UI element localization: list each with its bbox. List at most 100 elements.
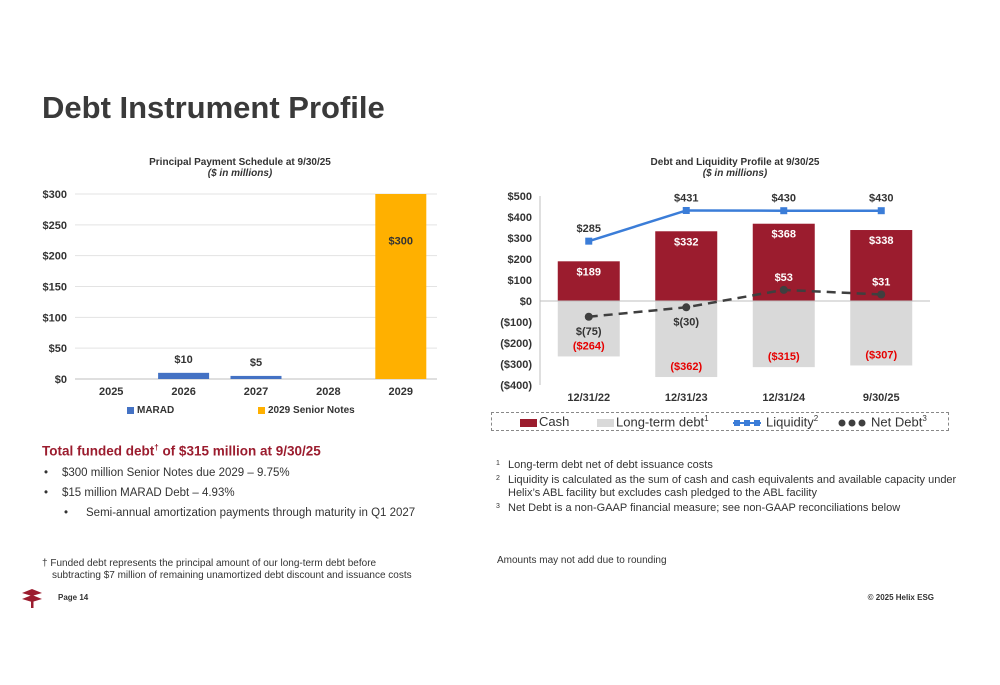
funded-debt-summary: Total funded debt† of $315 million at 9/… bbox=[42, 443, 462, 527]
cash-data-label: $338 bbox=[869, 235, 893, 247]
liquidity-point bbox=[585, 237, 593, 245]
principal-y-tick-label: $50 bbox=[49, 343, 67, 355]
long-term-debt-bar bbox=[557, 301, 620, 357]
long-term-debt-data-label: ($307) bbox=[865, 349, 897, 361]
liquidity-line-icon bbox=[733, 419, 761, 426]
sub-bullet-amortization: Semi-annual amortization payments throug… bbox=[42, 507, 462, 519]
cash-data-label: $189 bbox=[577, 266, 601, 278]
footnote-2: 2 Liquidity is calculated as the sum of … bbox=[496, 474, 966, 500]
principal-bar-marad bbox=[230, 375, 282, 379]
principal-y-tick-label: $0 bbox=[55, 374, 67, 386]
principal-y-tick-label: $100 bbox=[43, 312, 67, 324]
long-term-debt-data-label: ($362) bbox=[670, 361, 702, 373]
principal-y-tick-label: $250 bbox=[43, 220, 67, 232]
liquidity-chart-title-text: Debt and Liquidity Profile at 9/30/25 bbox=[650, 157, 820, 168]
principal-x-tick-label: 2025 bbox=[99, 386, 123, 398]
legend-label-cash: Cash bbox=[539, 414, 570, 429]
net-debt-data-label: $(30) bbox=[673, 316, 699, 328]
footnote-1-text: Long-term debt net of debt issuance cost… bbox=[508, 459, 713, 471]
funded-debt-heading-mark: † bbox=[154, 443, 159, 452]
legend-item-marad: MARAD bbox=[127, 405, 174, 416]
legend-label-long-term-debt: Long-term debt bbox=[616, 414, 705, 430]
footnote-3-number: 3 bbox=[496, 503, 500, 510]
principal-x-tick-label: 2028 bbox=[316, 386, 340, 398]
liquidity-y-tick-label: $200 bbox=[508, 254, 532, 266]
marad-swatch-icon bbox=[127, 406, 134, 414]
liquidity-data-label: $430 bbox=[869, 193, 893, 205]
net-debt-point bbox=[682, 303, 691, 312]
liquidity-x-tick-label: 12/31/24 bbox=[762, 392, 806, 404]
principal-y-tick-label: $200 bbox=[43, 251, 67, 263]
funded-debt-footnote-line1: † Funded debt represents the principal a… bbox=[42, 558, 377, 569]
principal-chart-title-text: Principal Payment Schedule at 9/30/25 bbox=[149, 157, 331, 168]
liquidity-y-tick-label: $500 bbox=[508, 191, 532, 203]
principal-y-tick-label: $300 bbox=[43, 189, 67, 201]
cash-bar bbox=[557, 261, 620, 301]
long-term-debt-data-label: ($315) bbox=[768, 351, 800, 363]
net-debt-line bbox=[588, 288, 882, 318]
footnote-1: 1 Long-term debt net of debt issuance co… bbox=[496, 459, 966, 472]
slide-title: Debt Instrument Profile bbox=[42, 90, 385, 125]
principal-chart-subtitle: ($ in millions) bbox=[207, 168, 273, 179]
liquidity-point bbox=[682, 206, 690, 214]
liquidity-y-tick-label: $0 bbox=[520, 296, 532, 308]
liquidity-x-tick-label: 12/31/23 bbox=[665, 392, 708, 404]
long-term-debt-bar bbox=[752, 301, 815, 368]
liquidity-y-tick-label: ($300) bbox=[500, 359, 532, 371]
legend-footnote-ref-2: 2 bbox=[813, 414, 819, 423]
long-term-debt-swatch-icon bbox=[597, 418, 614, 427]
net-debt-data-label: $53 bbox=[775, 272, 793, 284]
rounding-note: Amounts may not add due to rounding bbox=[497, 555, 667, 566]
net-debt-point bbox=[779, 285, 788, 294]
liquidity-point bbox=[780, 207, 788, 215]
net-debt-data-label: $(75) bbox=[576, 326, 602, 338]
company-logo-icon bbox=[22, 589, 42, 608]
liquidity-x-tick-label: 9/30/25 bbox=[863, 392, 900, 404]
liquidity-data-label: $430 bbox=[772, 193, 796, 205]
page-number: Page 14 bbox=[58, 593, 89, 602]
funded-debt-heading-prefix: Total funded debt bbox=[42, 443, 155, 459]
legend-item-cash: Cash bbox=[520, 414, 569, 429]
liquidity-y-tick-label: ($100) bbox=[500, 317, 532, 329]
legend-item-long-term-debt: Long-term debt1 bbox=[597, 414, 709, 429]
liquidity-y-tick-label: $400 bbox=[508, 212, 532, 224]
cash-bar bbox=[655, 231, 718, 301]
principal-x-tick-label: 2027 bbox=[244, 386, 268, 398]
liquidity-x-tick-label: 12/31/22 bbox=[567, 392, 610, 404]
liquidity-y-tick-label: ($200) bbox=[500, 338, 532, 350]
cash-swatch-icon bbox=[520, 418, 537, 427]
liquidity-chart-legend: Cash Long-term debt1 Liquidity2 Net Debt… bbox=[491, 412, 949, 431]
cash-data-label: $332 bbox=[674, 236, 698, 248]
net-debt-point bbox=[584, 312, 593, 321]
legend-label-liquidity: Liquidity bbox=[766, 414, 814, 430]
copyright: © 2025 Helix ESG bbox=[867, 593, 934, 602]
legend-footnote-ref-1: 1 bbox=[704, 414, 709, 423]
liquidity-y-tick-label: $100 bbox=[508, 275, 532, 287]
footnote-3: 3 Net Debt is a non-GAAP financial measu… bbox=[496, 502, 966, 515]
long-term-debt-data-label: ($264) bbox=[573, 340, 605, 352]
funded-debt-footnote-line2: subtracting $7 million of remaining unam… bbox=[52, 570, 412, 581]
principal-data-label: $5 bbox=[250, 357, 262, 369]
liquidity-y-tick-label: $300 bbox=[508, 233, 532, 245]
cash-bar bbox=[850, 230, 913, 301]
liquidity-chart-title: Debt and Liquidity Profile at 9/30/25 ($… bbox=[570, 157, 900, 179]
principal-y-tick-label: $150 bbox=[43, 282, 67, 294]
footnote-2-text: Liquidity is calculated as the sum of ca… bbox=[508, 474, 957, 499]
net-debt-data-label: $31 bbox=[872, 276, 890, 288]
net-debt-line-icon bbox=[838, 419, 866, 427]
bullet-senior-notes: $300 million Senior Notes due 2029 – 9.7… bbox=[42, 467, 462, 479]
liquidity-data-label: $285 bbox=[577, 223, 601, 235]
long-term-debt-bar bbox=[655, 301, 718, 378]
liquidity-line bbox=[588, 209, 882, 243]
funded-debt-footnote: † Funded debt represents the principal a… bbox=[42, 558, 462, 582]
principal-x-tick-label: 2026 bbox=[171, 386, 195, 398]
senior-notes-swatch-icon bbox=[258, 406, 265, 414]
cash-data-label: $368 bbox=[772, 229, 796, 241]
bullet-marad-debt: $15 million MARAD Debt – 4.93% bbox=[42, 487, 462, 499]
principal-chart-title: Principal Payment Schedule at 9/30/25 ($… bbox=[90, 157, 390, 179]
funded-debt-heading: Total funded debt† of $315 million at 9/… bbox=[42, 443, 462, 459]
legend-label-net-debt: Net Debt bbox=[871, 414, 923, 430]
principal-bar-senior-notes bbox=[375, 194, 427, 379]
